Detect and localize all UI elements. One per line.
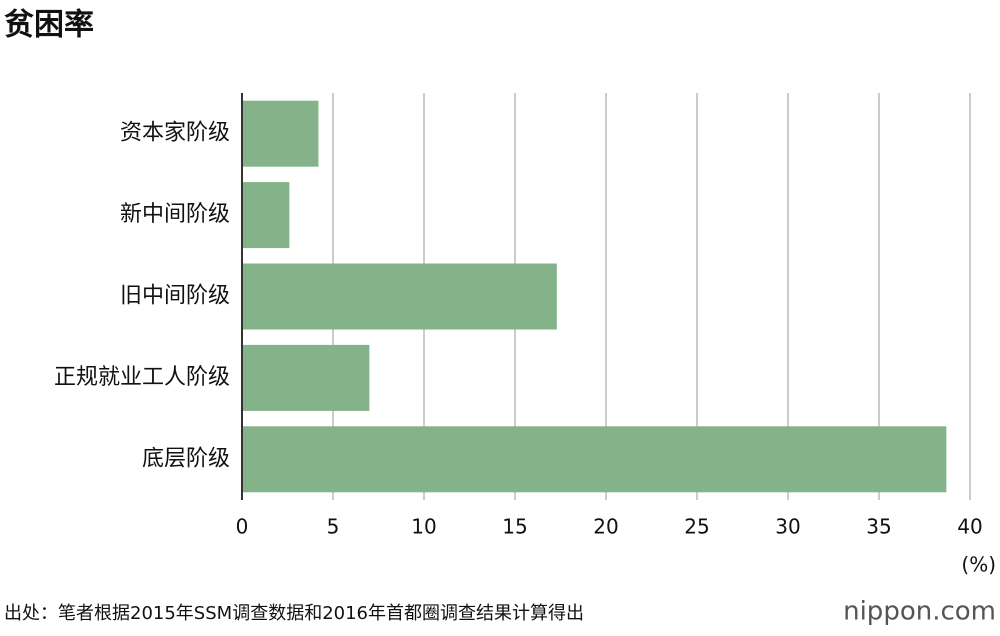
x-tick-label: 5 (327, 515, 340, 539)
x-tick-label: 25 (684, 515, 709, 539)
x-tick-label: 10 (411, 515, 436, 539)
y-tick-label: 正规就业工人阶级 (54, 365, 230, 390)
x-tick-label: 20 (593, 515, 618, 539)
bar (242, 426, 947, 493)
source: 出处：笔者根据2015年SSM调查数据和2016年首都圈调查结果计算得出 (4, 603, 584, 624)
chart-title: 贫困率 (4, 8, 94, 43)
y-tick-label: 资本家阶级 (120, 121, 230, 146)
x-tick-label: 40 (957, 515, 982, 539)
bar (242, 263, 557, 330)
bar (242, 344, 370, 411)
bar (242, 182, 290, 249)
unit-label: (%) (961, 553, 996, 577)
y-tick-label: 底层阶级 (142, 446, 230, 471)
y-tick-label: 旧中间阶级 (120, 284, 230, 309)
x-tick-label: 15 (502, 515, 527, 539)
x-tick-label: 35 (866, 515, 891, 539)
x-tick-label: 30 (775, 515, 800, 539)
bar (242, 100, 319, 167)
x-tick-label: 0 (236, 515, 249, 539)
logo: nippon.com (843, 597, 996, 627)
y-tick-label: 新中间阶级 (120, 202, 230, 227)
